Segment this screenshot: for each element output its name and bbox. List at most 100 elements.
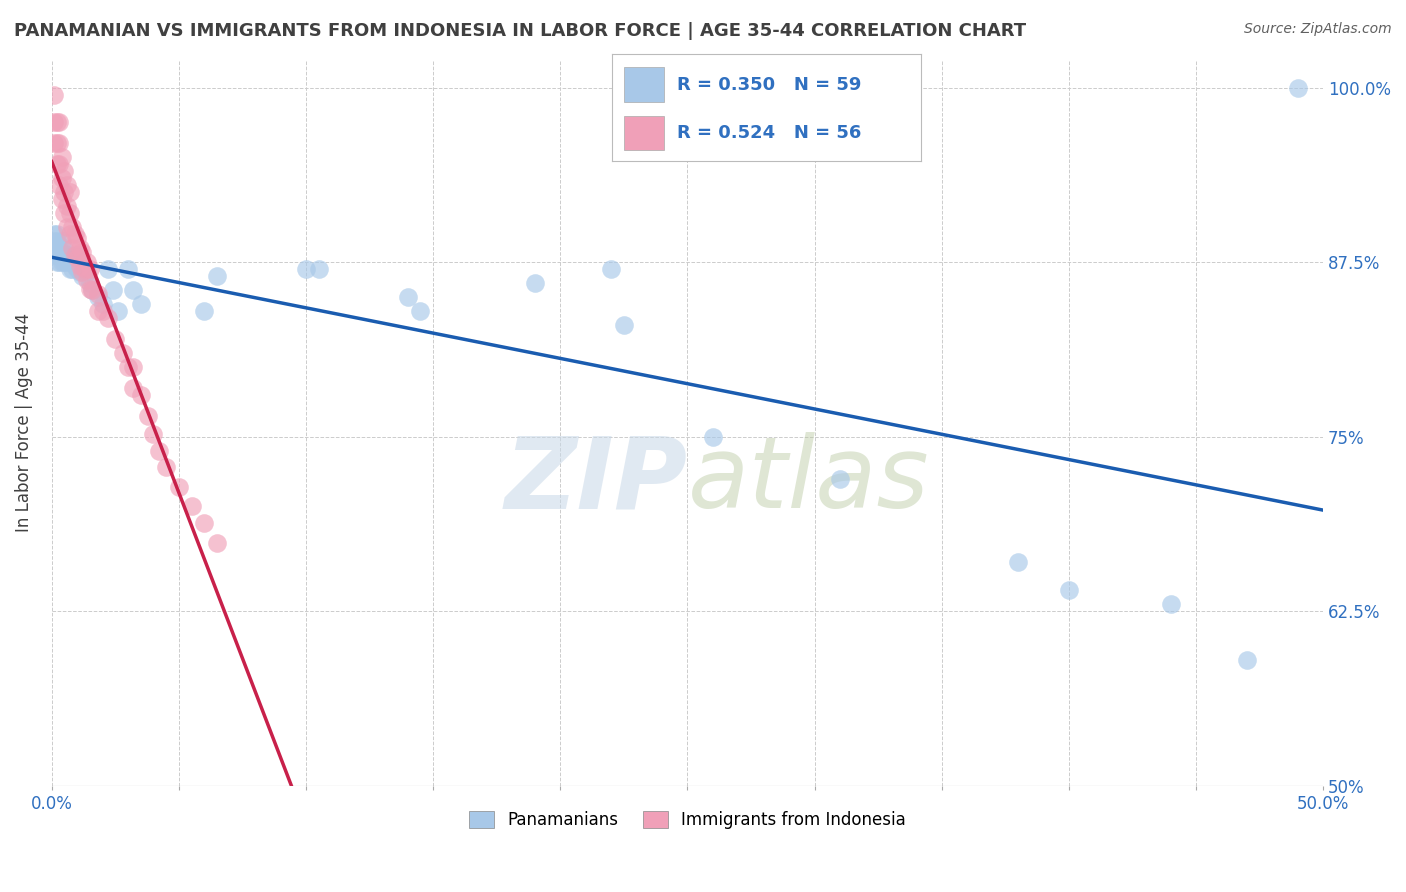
Point: [53, 186, 76, 200]
Point: [48, 157, 70, 171]
Point: [45, 115, 67, 129]
Point: [193, 304, 215, 318]
Point: [117, 262, 139, 277]
Point: [66, 251, 89, 265]
Text: atlas: atlas: [688, 433, 929, 529]
Point: [63, 260, 86, 274]
Point: [58, 248, 80, 262]
Point: [45, 234, 67, 248]
Point: [76, 273, 98, 287]
Point: [91, 297, 114, 311]
Point: [155, 460, 177, 475]
Point: [63, 227, 86, 242]
Text: ZIP: ZIP: [505, 433, 688, 529]
Point: [44, 87, 66, 102]
Point: [44, 241, 66, 255]
Point: [82, 283, 104, 297]
Point: [51, 171, 73, 186]
Point: [48, 136, 70, 151]
Point: [69, 260, 91, 274]
Point: [45, 136, 67, 151]
Point: [122, 359, 145, 374]
Text: R = 0.524   N = 56: R = 0.524 N = 56: [676, 124, 860, 142]
Point: [523, 276, 546, 290]
Point: [1236, 653, 1258, 667]
Point: [44, 227, 66, 242]
Point: [60, 241, 83, 255]
Point: [167, 480, 190, 494]
Point: [51, 234, 73, 248]
Point: [396, 290, 419, 304]
Point: [1057, 583, 1080, 598]
Point: [45, 255, 67, 269]
Point: [122, 381, 145, 395]
Point: [66, 248, 89, 262]
Point: [828, 471, 851, 485]
Point: [72, 268, 94, 283]
Point: [44, 115, 66, 129]
Point: [66, 262, 89, 277]
Point: [56, 199, 79, 213]
Point: [60, 262, 83, 277]
Point: [91, 304, 114, 318]
Point: [60, 220, 83, 235]
Point: [53, 255, 76, 269]
Point: [142, 426, 165, 441]
Point: [97, 310, 120, 325]
Point: [69, 265, 91, 279]
Point: [1007, 555, 1029, 569]
Bar: [624, 116, 664, 150]
Point: [58, 227, 80, 242]
Text: R = 0.350   N = 59: R = 0.350 N = 59: [676, 76, 860, 94]
Point: [79, 262, 101, 277]
Point: [76, 255, 98, 269]
Point: [44, 136, 66, 151]
Point: [409, 304, 432, 318]
Point: [56, 255, 79, 269]
Point: [51, 248, 73, 262]
Point: [702, 430, 724, 444]
Point: [111, 346, 134, 360]
Point: [117, 359, 139, 374]
Point: [58, 206, 80, 220]
Point: [73, 262, 96, 277]
Point: [44, 234, 66, 248]
Point: [148, 443, 170, 458]
Point: [205, 536, 228, 550]
Point: [45, 157, 67, 171]
Point: [129, 388, 152, 402]
Point: [122, 283, 145, 297]
Point: [308, 262, 330, 277]
Point: [53, 248, 76, 262]
Point: [48, 178, 70, 193]
Point: [60, 251, 83, 265]
Point: [53, 164, 76, 178]
Point: [58, 255, 80, 269]
Point: [53, 241, 76, 255]
Point: [53, 206, 76, 220]
Point: [45, 241, 67, 255]
Point: [600, 262, 623, 277]
Point: [48, 255, 70, 269]
Point: [86, 304, 108, 318]
Point: [45, 248, 67, 262]
Point: [205, 268, 228, 283]
Point: [63, 248, 86, 262]
Point: [72, 245, 94, 260]
Point: [82, 283, 104, 297]
Point: [76, 265, 98, 279]
Point: [86, 287, 108, 301]
Point: [69, 255, 91, 269]
Y-axis label: In Labor Force | Age 35-44: In Labor Force | Age 35-44: [15, 313, 32, 533]
Point: [104, 332, 127, 346]
Point: [613, 318, 636, 332]
Point: [48, 248, 70, 262]
Point: [72, 265, 94, 279]
Point: [66, 231, 89, 245]
Point: [180, 500, 202, 514]
Point: [129, 297, 152, 311]
Point: [58, 186, 80, 200]
Point: [101, 283, 124, 297]
Legend: Panamanians, Immigrants from Indonesia: Panamanians, Immigrants from Indonesia: [463, 804, 912, 836]
Text: PANAMANIAN VS IMMIGRANTS FROM INDONESIA IN LABOR FORCE | AGE 35-44 CORRELATION C: PANAMANIAN VS IMMIGRANTS FROM INDONESIA …: [14, 22, 1026, 40]
